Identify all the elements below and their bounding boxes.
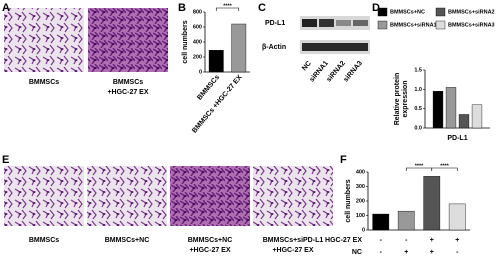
treatment-label: HGC-27 EX [325, 237, 362, 244]
image-caption: +HGC-27 EX [189, 247, 230, 254]
panel-label: F [340, 154, 347, 166]
y-tick-label: 200 [193, 54, 202, 60]
legend-swatch [435, 7, 446, 17]
significance-bracket [215, 7, 240, 11]
y-axis-label: cell numbers [345, 179, 352, 222]
legend-swatch [435, 20, 446, 30]
y-tick-label: 1.5 [414, 67, 422, 73]
significance-label: **** [223, 3, 232, 9]
y-tick-label: 0.5 [414, 106, 422, 112]
micrograph [253, 166, 333, 226]
significance-label: **** [440, 163, 449, 169]
bar [397, 210, 415, 231]
y-tick-label: 600 [193, 24, 202, 30]
image-caption: BMMSCs+NC [188, 237, 233, 244]
legend-label: BMMSCs+siRNA2 [448, 9, 495, 15]
image-caption: BMMSCs+siPD-L1 [263, 237, 324, 244]
bar [458, 114, 470, 129]
image-caption: BMMSCs [29, 79, 59, 86]
treatment-label: NC [352, 249, 362, 256]
bar [448, 203, 466, 231]
blot-band [353, 20, 368, 26]
micrograph [170, 166, 250, 226]
treatment-mark: + [455, 237, 459, 244]
bar [423, 176, 441, 231]
image-caption: BMMSCs [29, 237, 59, 244]
blot-row-label: PD-L1 [265, 20, 285, 27]
y-tick-label: 100 [356, 213, 365, 219]
y-tick-label: 0 [362, 227, 365, 233]
image-caption: +HGC-27 EX [107, 89, 148, 96]
x-tick-label: BMMSCs +HGC-27 EX [191, 74, 244, 135]
blot-row-label: β-Actin [262, 44, 286, 51]
bar [432, 91, 444, 129]
bar [445, 87, 457, 129]
bar [372, 213, 390, 231]
panel-label: C [258, 2, 266, 14]
treatment-mark: + [430, 237, 434, 244]
micrograph [87, 166, 167, 226]
blot-lane-label: NC [301, 60, 313, 72]
image-caption: BMMSCs+NC [105, 237, 150, 244]
y-tick-label: 0.0 [414, 125, 422, 131]
treatment-mark: - [380, 249, 383, 256]
y-tick-label: 400 [356, 169, 365, 175]
y-axis-label: expression [402, 81, 409, 118]
treatment-mark: + [404, 249, 408, 256]
y-axis-label: cell numbers [182, 20, 189, 63]
y-tick-label: 400 [193, 39, 202, 45]
blot-band [302, 19, 317, 27]
panel-label: E [2, 154, 9, 166]
panel-label: A [2, 2, 10, 14]
treatment-mark: - [456, 249, 459, 256]
treatment-mark: - [380, 237, 383, 244]
micrograph [88, 8, 168, 72]
bar [231, 23, 247, 73]
bar [471, 104, 483, 129]
image-caption: BMMSCs [113, 79, 143, 86]
legend-swatch [377, 20, 388, 30]
x-tick-label: PD-L1 [447, 135, 467, 142]
panel-label: B [178, 2, 186, 14]
legend-swatch [377, 7, 388, 17]
micrograph [4, 166, 84, 226]
blot-band [319, 19, 334, 27]
y-tick-label: 0 [199, 69, 202, 75]
image-caption: +HGC-27 EX [272, 247, 313, 254]
blot-band [302, 43, 368, 51]
legend-label: BMMSCs+siRNA3 [448, 22, 495, 28]
y-tick-label: 200 [356, 198, 365, 204]
bar [208, 50, 224, 73]
significance-bracket [431, 167, 458, 171]
y-tick-label: 300 [356, 184, 365, 190]
panel-label: D [372, 2, 380, 14]
y-axis-label: Relative protein [394, 73, 401, 126]
blot-strip [300, 16, 370, 30]
legend-label: BMMSCs+NC [390, 9, 425, 15]
y-tick-label: 1.0 [414, 87, 422, 93]
y-tick-label: 800 [193, 9, 202, 15]
blot-lane-label: siRNA3 [343, 60, 364, 84]
micrograph [4, 8, 84, 72]
treatment-mark: - [405, 237, 408, 244]
significance-label: **** [415, 163, 424, 169]
blot-band [336, 20, 351, 26]
treatment-mark: + [430, 249, 434, 256]
legend-label: BMMSCs+siRNA1 [390, 22, 437, 28]
